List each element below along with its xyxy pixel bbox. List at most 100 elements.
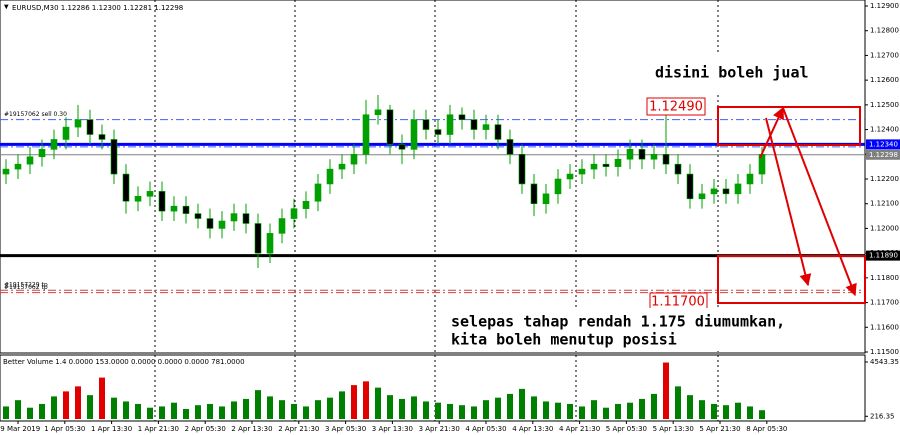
y-tick-label: 1.11700 xyxy=(870,299,899,307)
x-tick-label: 5 Apr 05:30 xyxy=(606,425,647,433)
volume-bar xyxy=(543,401,549,419)
volume-bar xyxy=(291,403,297,419)
volume-bar xyxy=(423,401,429,419)
candle-body xyxy=(74,119,82,128)
candle-body xyxy=(686,173,694,200)
y-tick-label: 1.12500 xyxy=(870,101,899,109)
volume-bar xyxy=(483,400,489,419)
volume-bar xyxy=(591,400,597,419)
y-tick-label: 1.12000 xyxy=(870,224,899,232)
x-tick-label: 29 Mar 2019 xyxy=(0,425,40,433)
candle-body xyxy=(470,119,478,130)
candle-body xyxy=(458,114,466,120)
volume-bar xyxy=(615,403,621,419)
candle-body xyxy=(722,188,730,195)
y-tick-label: 1.11600 xyxy=(870,323,899,331)
candle-body xyxy=(374,109,382,116)
candle-body xyxy=(86,119,94,135)
candle-body xyxy=(674,163,682,175)
volume-bar xyxy=(675,386,681,419)
volume-bar xyxy=(51,396,57,419)
candle-body xyxy=(626,149,634,160)
volume-bar xyxy=(123,401,129,419)
axis-price-box xyxy=(866,250,900,261)
candle-body xyxy=(146,191,154,197)
volume-bar xyxy=(171,402,177,419)
candle-body xyxy=(110,139,118,175)
candle-body xyxy=(134,196,142,202)
candle-body xyxy=(350,153,358,165)
x-tick-label: 5 Apr 21:30 xyxy=(699,425,740,433)
candle-body xyxy=(2,168,10,175)
candle-body xyxy=(578,168,586,175)
x-tick-label: 1 Apr 05:30 xyxy=(44,425,85,433)
x-tick-label: 4 Apr 21:30 xyxy=(559,425,600,433)
y-tick-label: 1.11500 xyxy=(870,348,899,356)
y-tick-label: 1.12400 xyxy=(870,126,899,134)
x-tick-label: 2 Apr 13:30 xyxy=(231,425,272,433)
volume-bar xyxy=(3,406,9,419)
candle-body xyxy=(446,114,454,135)
x-tick-label: 3 Apr 13:30 xyxy=(372,425,413,433)
volume-bar xyxy=(471,406,477,419)
candle-body xyxy=(614,158,622,167)
axis-price-label: 1.11890 xyxy=(869,252,898,260)
close-level-label: 1.11700 xyxy=(651,295,705,310)
volume-bar xyxy=(399,398,405,419)
volume-bar xyxy=(39,403,45,419)
axis-price-box xyxy=(866,139,900,150)
volume-bar xyxy=(147,407,153,419)
volume-bar xyxy=(243,398,249,419)
volume-bar xyxy=(627,402,633,419)
candle-body xyxy=(38,149,46,158)
volume-bar xyxy=(363,381,369,419)
candle-body xyxy=(518,153,526,185)
volume-bar xyxy=(135,403,141,419)
candle-body xyxy=(326,168,334,185)
volume-bar xyxy=(495,397,501,419)
volume-bar xyxy=(327,397,333,419)
volume-bar xyxy=(507,393,513,419)
volume-bar xyxy=(747,406,753,419)
order-label: #19157062 tp xyxy=(4,284,48,291)
volume-bar xyxy=(711,403,717,419)
volume-bar xyxy=(315,400,321,419)
volume-bar xyxy=(351,385,357,419)
candle-body xyxy=(206,218,214,229)
candle-body xyxy=(506,139,514,155)
y-tick-label: 1.12700 xyxy=(870,51,899,59)
candle-body xyxy=(278,218,286,234)
volume-bar xyxy=(411,396,417,419)
candle-body xyxy=(530,183,538,205)
candle-body xyxy=(398,144,406,150)
volume-bar xyxy=(63,391,69,419)
candle-body xyxy=(50,139,58,150)
close-note-line: kita boleh menutup posisi xyxy=(451,331,677,349)
sell-note: disini boleh jual xyxy=(655,64,809,82)
volume-title: Better Volume 1.4 0.0000 153.0000 0.0000… xyxy=(3,358,245,366)
candle-body xyxy=(194,213,202,219)
candle-body xyxy=(242,213,250,224)
volume-bar xyxy=(639,398,645,419)
volume-bar xyxy=(567,403,573,419)
x-tick-label: 4 Apr 05:30 xyxy=(465,425,506,433)
volume-bar xyxy=(159,406,165,419)
volume-tick-label: 216.35 xyxy=(870,412,895,420)
candle-body xyxy=(638,149,646,160)
volume-bar xyxy=(447,403,453,419)
volume-bar xyxy=(111,397,117,419)
close-note-line: selepas tahap rendah 1.175 diumumkan, xyxy=(451,313,785,331)
x-tick-label: 3 Apr 21:30 xyxy=(419,425,460,433)
candle-body xyxy=(494,124,502,140)
candle-body xyxy=(170,205,178,212)
volume-bar xyxy=(279,400,285,419)
candle-body xyxy=(746,173,754,185)
candle-body xyxy=(662,153,670,165)
candle-body xyxy=(410,119,418,150)
volume-bar xyxy=(687,395,693,419)
axis-price-box xyxy=(866,149,900,160)
candle-body xyxy=(290,208,298,219)
volume-bar xyxy=(699,400,705,419)
x-tick-label: 8 Apr 05:30 xyxy=(746,425,787,433)
